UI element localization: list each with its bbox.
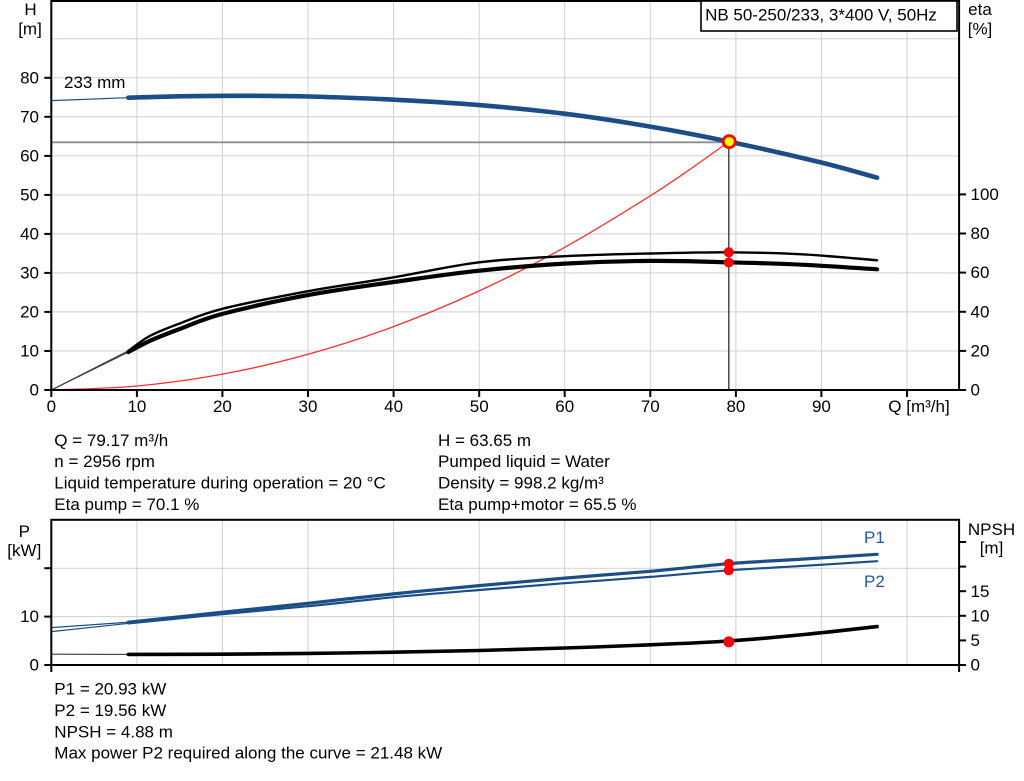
- svg-text:60: 60: [20, 147, 39, 166]
- svg-text:50: 50: [470, 397, 489, 416]
- svg-text:80: 80: [726, 397, 745, 416]
- svg-text:80: 80: [20, 68, 39, 87]
- svg-text:0: 0: [30, 381, 39, 400]
- svg-text:70: 70: [20, 107, 39, 126]
- svg-text:Q = 79.17 m³/h: Q = 79.17 m³/h: [54, 431, 168, 450]
- svg-text:P: P: [19, 522, 30, 541]
- svg-text:P1: P1: [864, 528, 885, 547]
- svg-text:0: 0: [971, 656, 980, 675]
- svg-text:[%]: [%]: [968, 20, 993, 39]
- svg-text:5: 5: [971, 631, 980, 650]
- svg-text:40: 40: [20, 225, 39, 244]
- svg-text:10: 10: [971, 606, 990, 625]
- svg-text:80: 80: [971, 224, 990, 243]
- svg-text:60: 60: [555, 397, 574, 416]
- svg-text:100: 100: [971, 185, 999, 204]
- svg-text:20: 20: [213, 397, 232, 416]
- svg-text:50: 50: [20, 186, 39, 205]
- svg-text:40: 40: [384, 397, 403, 416]
- svg-text:15: 15: [971, 582, 990, 601]
- svg-text:H = 63.65 m: H = 63.65 m: [438, 431, 531, 450]
- svg-text:P2 = 19.56 kW: P2 = 19.56 kW: [54, 701, 166, 720]
- svg-text:eta: eta: [968, 0, 992, 19]
- svg-text:20: 20: [20, 303, 39, 322]
- svg-text:40: 40: [971, 302, 990, 321]
- svg-text:P2: P2: [864, 572, 885, 591]
- svg-text:30: 30: [299, 397, 318, 416]
- svg-text:Pumped liquid = Water: Pumped liquid = Water: [438, 452, 610, 471]
- svg-text:Eta pump = 70.1 %: Eta pump = 70.1 %: [54, 495, 199, 514]
- svg-text:30: 30: [20, 264, 39, 283]
- svg-text:10: 10: [20, 607, 39, 626]
- svg-text:P1 = 20.93 kW: P1 = 20.93 kW: [54, 680, 166, 699]
- svg-text:n = 2956 rpm: n = 2956 rpm: [54, 452, 155, 471]
- svg-text:20: 20: [971, 342, 990, 361]
- svg-text:Max power P2 required along th: Max power P2 required along the curve = …: [54, 744, 442, 763]
- svg-text:70: 70: [641, 397, 660, 416]
- svg-text:[m]: [m]: [18, 20, 42, 39]
- svg-text:0: 0: [47, 397, 56, 416]
- svg-text:90: 90: [812, 397, 831, 416]
- svg-text:NPSH: NPSH: [968, 520, 1015, 539]
- svg-text:[m]: [m]: [980, 539, 1004, 558]
- svg-text:0: 0: [30, 656, 39, 675]
- svg-text:0: 0: [971, 381, 980, 400]
- svg-text:NB 50-250/233, 3*400 V, 50Hz: NB 50-250/233, 3*400 V, 50Hz: [705, 6, 937, 25]
- svg-text:H: H: [24, 0, 36, 19]
- svg-text:[kW]: [kW]: [7, 541, 41, 560]
- svg-text:Liquid temperature during oper: Liquid temperature during operation = 20…: [54, 474, 385, 493]
- svg-text:Density = 998.2 kg/m³: Density = 998.2 kg/m³: [438, 474, 604, 493]
- svg-text:10: 10: [127, 397, 146, 416]
- svg-text:Eta pump+motor = 65.5 %: Eta pump+motor = 65.5 %: [438, 495, 636, 514]
- svg-text:60: 60: [971, 263, 990, 282]
- svg-text:10: 10: [20, 342, 39, 361]
- svg-text:233 mm: 233 mm: [64, 73, 125, 92]
- svg-text:NPSH = 4.88 m: NPSH = 4.88 m: [54, 722, 173, 741]
- svg-text:Q [m³/h]: Q [m³/h]: [888, 397, 949, 416]
